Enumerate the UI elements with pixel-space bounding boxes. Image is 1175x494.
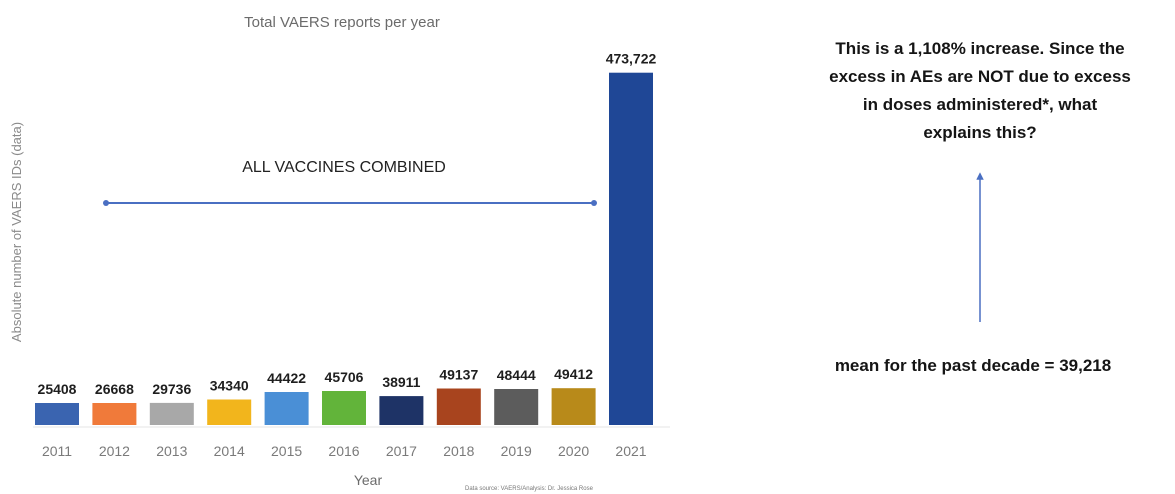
bar-2011 xyxy=(35,403,79,425)
bar-value-label-2013: 29736 xyxy=(152,381,191,397)
bar-2013 xyxy=(149,402,194,425)
bar-2015 xyxy=(264,392,309,425)
bar-value-label-2014: 34340 xyxy=(210,378,249,394)
bar-value-label-2012: 26668 xyxy=(95,381,134,397)
bars-group xyxy=(35,72,653,425)
increase-note-line-4: explains this? xyxy=(923,123,1036,142)
x-ticks-group: 2011 2012 2013 2014 2015 2016 2017 2018 2019 2020… xyxy=(42,443,647,459)
x-axis-label: Year xyxy=(354,472,383,488)
bar-value-label-2019: 48444 xyxy=(497,367,536,383)
mean-note: mean for the past decade = 39,218 xyxy=(835,356,1111,375)
x-tick-2019: 2019 xyxy=(501,443,532,459)
bar-value-label-2020: 49412 xyxy=(554,366,593,382)
bar-value-label-2011: 25408 xyxy=(38,381,77,397)
y-axis-label: Absolute number of VAERS IDs (data) xyxy=(9,122,24,342)
increase-note-line-2: excess in AEs are NOT due to excess xyxy=(829,67,1131,86)
bar-2017 xyxy=(379,396,424,425)
bar-value-label-2017: 38911 xyxy=(382,374,420,390)
bar-value-label-2015: 44422 xyxy=(267,370,306,386)
bar-2020 xyxy=(551,388,596,425)
x-tick-2011: 2011 xyxy=(42,443,72,459)
increase-note-line-1: This is a 1,108% increase. Since the xyxy=(835,39,1124,58)
chart-title: Total VAERS reports per year xyxy=(244,14,440,31)
x-tick-2013: 2013 xyxy=(156,443,187,459)
x-tick-2017: 2017 xyxy=(386,443,417,459)
bar-value-label-2016: 45706 xyxy=(325,369,364,385)
increase-note: This is a 1,108% increase. Since the exc… xyxy=(829,39,1131,142)
x-tick-2018: 2018 xyxy=(443,443,474,459)
x-tick-2020: 2020 xyxy=(558,443,589,459)
bar-labels-group: 25408 26668 29736 34340 44422 45706 38911 49137… xyxy=(38,51,657,397)
bar-value-label-2021: 473,722 xyxy=(606,51,657,67)
annotation-bracket-left-end xyxy=(103,200,109,206)
bar-2018 xyxy=(436,388,481,425)
annotation-text: ALL VACCINES COMBINED xyxy=(242,159,446,176)
bar-2012 xyxy=(92,403,137,425)
bar-2021 xyxy=(609,72,653,425)
x-tick-2014: 2014 xyxy=(214,443,245,459)
x-tick-2012: 2012 xyxy=(99,443,130,459)
bar-2016 xyxy=(322,391,366,425)
x-tick-2015: 2015 xyxy=(271,443,302,459)
bar-value-label-2018: 49137 xyxy=(439,367,478,383)
bar-2014 xyxy=(207,399,252,425)
increase-note-line-3: in doses administered*, what xyxy=(863,95,1098,114)
data-source-text: Data source: VAERS/Analysis: Dr. Jessica… xyxy=(465,486,594,492)
annotation-bracket-right-end xyxy=(591,200,597,206)
x-tick-2021: 2021 xyxy=(615,443,646,459)
bar-2019 xyxy=(494,389,539,425)
x-tick-2016: 2016 xyxy=(328,443,359,459)
